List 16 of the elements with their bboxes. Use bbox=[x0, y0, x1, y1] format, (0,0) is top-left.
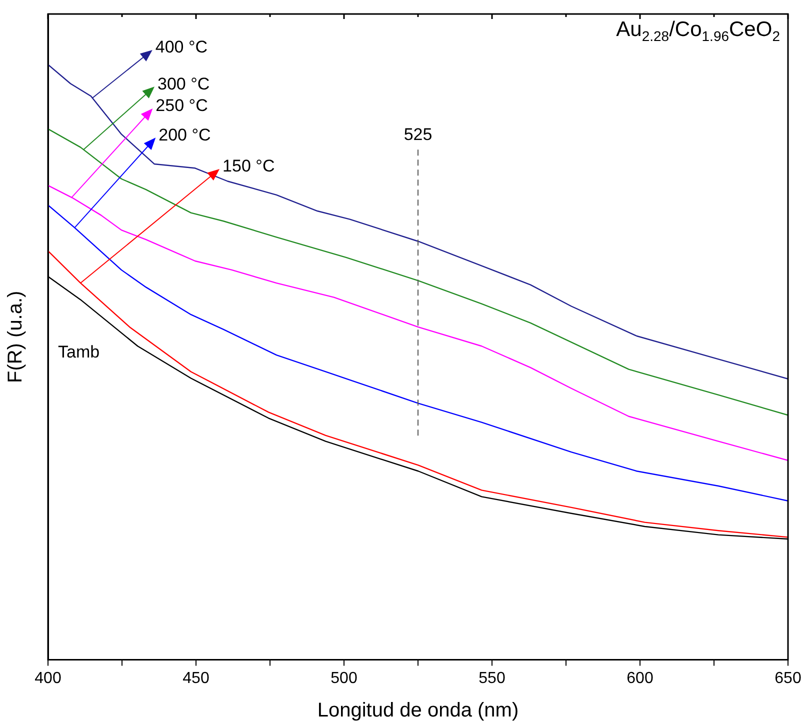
chart-title: Au$_{2.28}$/Co$_{1.96}$CeO$_{2}$ bbox=[616, 18, 780, 44]
legend-label: 150 °C bbox=[222, 156, 275, 176]
legend-label: 250 °C bbox=[156, 96, 208, 116]
legend-label: 200 °C bbox=[158, 125, 211, 144]
legend-label: 300 °C bbox=[158, 74, 210, 94]
y-axis-title: F(R) (u.a.) bbox=[4, 290, 27, 384]
x-tick-label: 500 bbox=[330, 670, 358, 687]
legend-label: 400 °C bbox=[155, 38, 208, 57]
x-tick-label: 650 bbox=[774, 670, 802, 687]
x-tick-label: 400 bbox=[34, 670, 62, 687]
series-label: Tamb bbox=[58, 342, 100, 362]
x-tick-label: 450 bbox=[182, 670, 210, 687]
x-tick-label: 600 bbox=[626, 670, 654, 687]
x-tick-label: 550 bbox=[478, 670, 506, 687]
x-axis-title: Longitud de onda (nm) bbox=[317, 700, 519, 722]
ref-line-label: 525 bbox=[404, 124, 432, 144]
